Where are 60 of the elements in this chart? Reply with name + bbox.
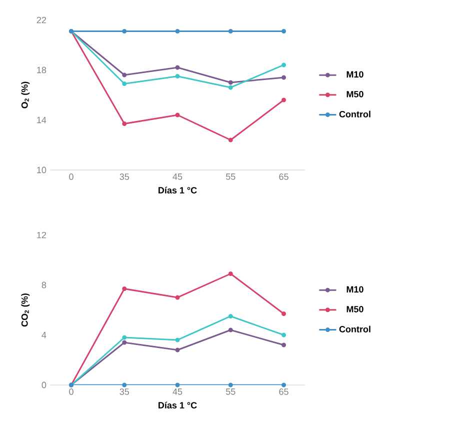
point — [282, 382, 286, 388]
point — [175, 28, 180, 34]
y-tick-label: 8 — [42, 282, 46, 288]
point — [122, 81, 127, 86]
x-tick-label: 45 — [172, 174, 182, 180]
point — [175, 295, 180, 300]
point — [282, 62, 286, 68]
y-tick-label: 14 — [37, 116, 46, 124]
point — [122, 28, 127, 34]
point — [282, 75, 286, 80]
point — [228, 80, 233, 85]
y-tick-label: 22 — [36, 16, 46, 24]
y-axis-title: CO$_{2}$ (%) — [21, 294, 30, 327]
y-tick-label: 12 — [37, 232, 46, 238]
legend-label: Control — [339, 326, 370, 332]
legend-label: M50 — [346, 90, 364, 98]
point — [228, 85, 233, 90]
point — [122, 121, 127, 126]
point — [175, 382, 180, 388]
x-axis-title: Días 1 °C — [158, 402, 197, 408]
point — [228, 28, 233, 34]
x-tick-label: 45 — [172, 388, 182, 395]
point — [175, 74, 180, 78]
point — [228, 271, 233, 276]
x-tick-label: 65 — [279, 388, 288, 395]
point — [228, 314, 233, 318]
point — [122, 335, 127, 340]
point — [228, 382, 233, 388]
point — [122, 340, 127, 345]
point — [122, 382, 127, 388]
legend-label: Control — [339, 110, 370, 118]
point — [175, 338, 180, 342]
point — [175, 112, 180, 118]
x-tick-label: 65 — [279, 174, 288, 180]
x-axis-title: Días 1 °C — [158, 186, 197, 194]
point — [175, 348, 180, 352]
x-tick-label: 35 — [120, 174, 130, 180]
y-tick-label: 4 — [42, 332, 46, 338]
point — [122, 286, 127, 291]
point — [282, 98, 286, 102]
y-tick-label: 18 — [37, 66, 46, 74]
point — [282, 28, 286, 34]
point — [282, 332, 286, 338]
y-tick-label: 0 — [42, 382, 46, 388]
point — [175, 65, 180, 70]
point — [228, 328, 233, 332]
y-tick-label: 10 — [37, 166, 46, 174]
point — [228, 138, 233, 142]
point — [122, 72, 127, 78]
x-tick-label: 35 — [120, 388, 130, 395]
legend-label: M10 — [346, 286, 364, 293]
x-tick-label: 55 — [226, 174, 236, 180]
x-tick-label: 0 — [69, 388, 74, 395]
y-axis-title: O$_{2}$ (%) — [21, 82, 30, 108]
point — [282, 311, 286, 316]
x-tick-label: 55 — [226, 388, 236, 395]
point — [282, 342, 286, 348]
legend-label: M10 — [346, 71, 364, 78]
legend-label: M50 — [346, 306, 364, 312]
x-tick-label: 0 — [69, 174, 74, 180]
